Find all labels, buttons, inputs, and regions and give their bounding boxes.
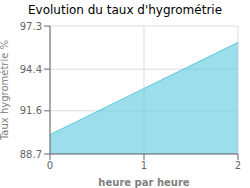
svg-text:Taux hygrométrie %: Taux hygrométrie % <box>8 40 10 141</box>
svg-text:91.6: 91.6 <box>20 105 42 116</box>
svg-text:1: 1 <box>141 160 147 171</box>
html-text:Evolution du taux d'hygrométri: Evolution du taux d'hygrométrie <box>28 3 222 17</box>
svg-text:94.4: 94.4 <box>20 64 42 75</box>
svg-text:heure par heure: heure par heure <box>98 177 189 188</box>
svg-text:88.7: 88.7 <box>20 149 42 160</box>
svg-text:2: 2 <box>235 160 241 171</box>
svg-text:97.3: 97.3 <box>20 21 42 32</box>
svg-text:0: 0 <box>47 160 53 171</box>
